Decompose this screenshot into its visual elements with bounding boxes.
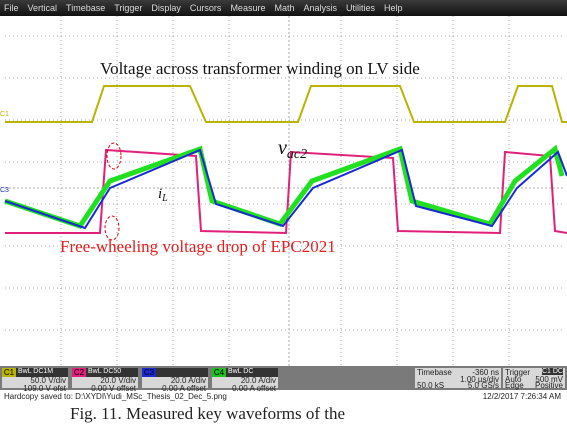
channel-box[interactable]: C3 20.0 A/div 0.00 A offset xyxy=(142,368,208,393)
menu-item[interactable]: Display xyxy=(151,3,181,13)
channel-scale: 20.0 A/div xyxy=(240,376,276,385)
channel-box[interactable]: C1 BwL DC1M 50.0 V/div 109.0 V ofst xyxy=(2,368,68,393)
highlight-ellipse xyxy=(106,142,122,170)
channel-id: C1 xyxy=(2,368,16,377)
channel-id: C3 xyxy=(142,368,156,377)
annotation: vac2 xyxy=(278,137,307,162)
caption: Fig. 11. Measured key waveforms of the xyxy=(70,404,346,423)
saved-path: Hardcopy saved to: D:\XYDI\Yudi_MSc_Thes… xyxy=(4,392,227,401)
annotation: Voltage across transformer winding on LV… xyxy=(100,59,420,78)
timebase-label: Timebase xyxy=(417,368,452,377)
trigger-label: Trigger xyxy=(505,368,531,377)
menu-item[interactable]: Measure xyxy=(230,3,266,13)
channel-mode xyxy=(156,368,208,377)
menu-item[interactable]: Math xyxy=(274,3,295,13)
trigger-slope: Positive xyxy=(534,381,563,390)
channel-marker: C1 xyxy=(0,111,9,118)
channel-scale: 20.0 V/div xyxy=(100,376,136,385)
channel-id: C4 xyxy=(212,368,226,377)
channel-header: C3 xyxy=(142,368,208,377)
grid xyxy=(5,16,565,366)
annotation-sub: ac2 xyxy=(287,147,307,162)
menu-bar: File Vertical Timebase Trigger Display Cursor… xyxy=(0,0,567,16)
channel-offset: 109.0 V ofst xyxy=(23,384,66,393)
scope-screen: Voltage across transformer winding on LV… xyxy=(0,16,567,366)
channel-id: C2 xyxy=(72,368,86,377)
ch2-wave xyxy=(5,148,567,235)
channel-scale: 50.0 V/div xyxy=(30,376,66,385)
timebase-div: 1.00 µs/div xyxy=(460,375,499,384)
trigger-mode: Auto xyxy=(505,375,522,384)
ch4-wave xyxy=(4,144,565,229)
channel-offset: 0.00 A offset xyxy=(162,384,206,393)
timestamp: 12/2/2017 7:26:34 AM xyxy=(482,392,561,401)
channel-header: C2 BwL DC50 xyxy=(72,368,138,377)
footer: Hardcopy saved to: D:\XYDI\Yudi_MSc_Thes… xyxy=(0,392,567,404)
menu-item[interactable]: Vertical xyxy=(27,3,58,13)
channel-box[interactable]: C2 BwL DC50 20.0 V/div 0.00 V offset xyxy=(72,368,138,393)
trigger-source: C1 DC xyxy=(541,368,563,375)
trigger-box[interactable]: Trigger C1 DC Auto 500 mV Edge Positive xyxy=(503,368,565,390)
annotation: Free-wheeling voltage drop of EPC2021 xyxy=(60,237,336,256)
annotation-main: i xyxy=(158,186,162,202)
channel-offset: 0.00 V offset xyxy=(91,384,136,393)
status-bar: C1 BwL DC1M 50.0 V/div 109.0 V ofst C2 BwL DC… xyxy=(0,366,567,393)
channel-scale: 20.0 A/div xyxy=(170,376,206,385)
menu-item[interactable]: Timebase xyxy=(66,3,106,13)
channel-header: C4 BwL DC xyxy=(212,368,278,377)
trigger-type: Edge xyxy=(505,381,524,390)
menu-item[interactable]: Help xyxy=(384,3,403,13)
ch1-wave xyxy=(5,85,567,123)
channel-offset: 0.00 A offset xyxy=(232,384,276,393)
highlight-ellipse xyxy=(104,215,120,241)
channel-mode: BwL DC xyxy=(226,368,278,377)
timebase-samples: 50.0 kS xyxy=(417,381,445,390)
channel-header: C1 BwL DC1M xyxy=(2,368,68,377)
ch3-wave xyxy=(4,148,567,230)
menu-item[interactable]: Analysis xyxy=(303,3,337,13)
channel-marker: C3 xyxy=(0,187,9,194)
menu-item[interactable]: Trigger xyxy=(114,3,143,13)
annotation: iL xyxy=(158,186,168,204)
timebase-rate: 5.0 GS/s xyxy=(467,381,499,390)
channel-mode: BwL DC1M xyxy=(16,368,68,377)
menu-item[interactable]: Cursors xyxy=(189,3,222,13)
menu-item[interactable]: File xyxy=(4,3,19,13)
annotation-main: v xyxy=(278,137,287,159)
timebase-box[interactable]: Timebase -360 ns 1.00 µs/div 50.0 kS 5.0 GS/… xyxy=(415,368,501,390)
annotation-sub: L xyxy=(161,193,168,204)
channel-box[interactable]: C4 BwL DC 20.0 A/div 0.00 A offset xyxy=(212,368,278,393)
timebase-delay: -360 ns xyxy=(472,368,499,377)
channel-mode: BwL DC50 xyxy=(86,368,138,377)
trigger-level: 500 mV xyxy=(535,375,563,384)
menu-item[interactable]: Utilities xyxy=(345,3,375,13)
